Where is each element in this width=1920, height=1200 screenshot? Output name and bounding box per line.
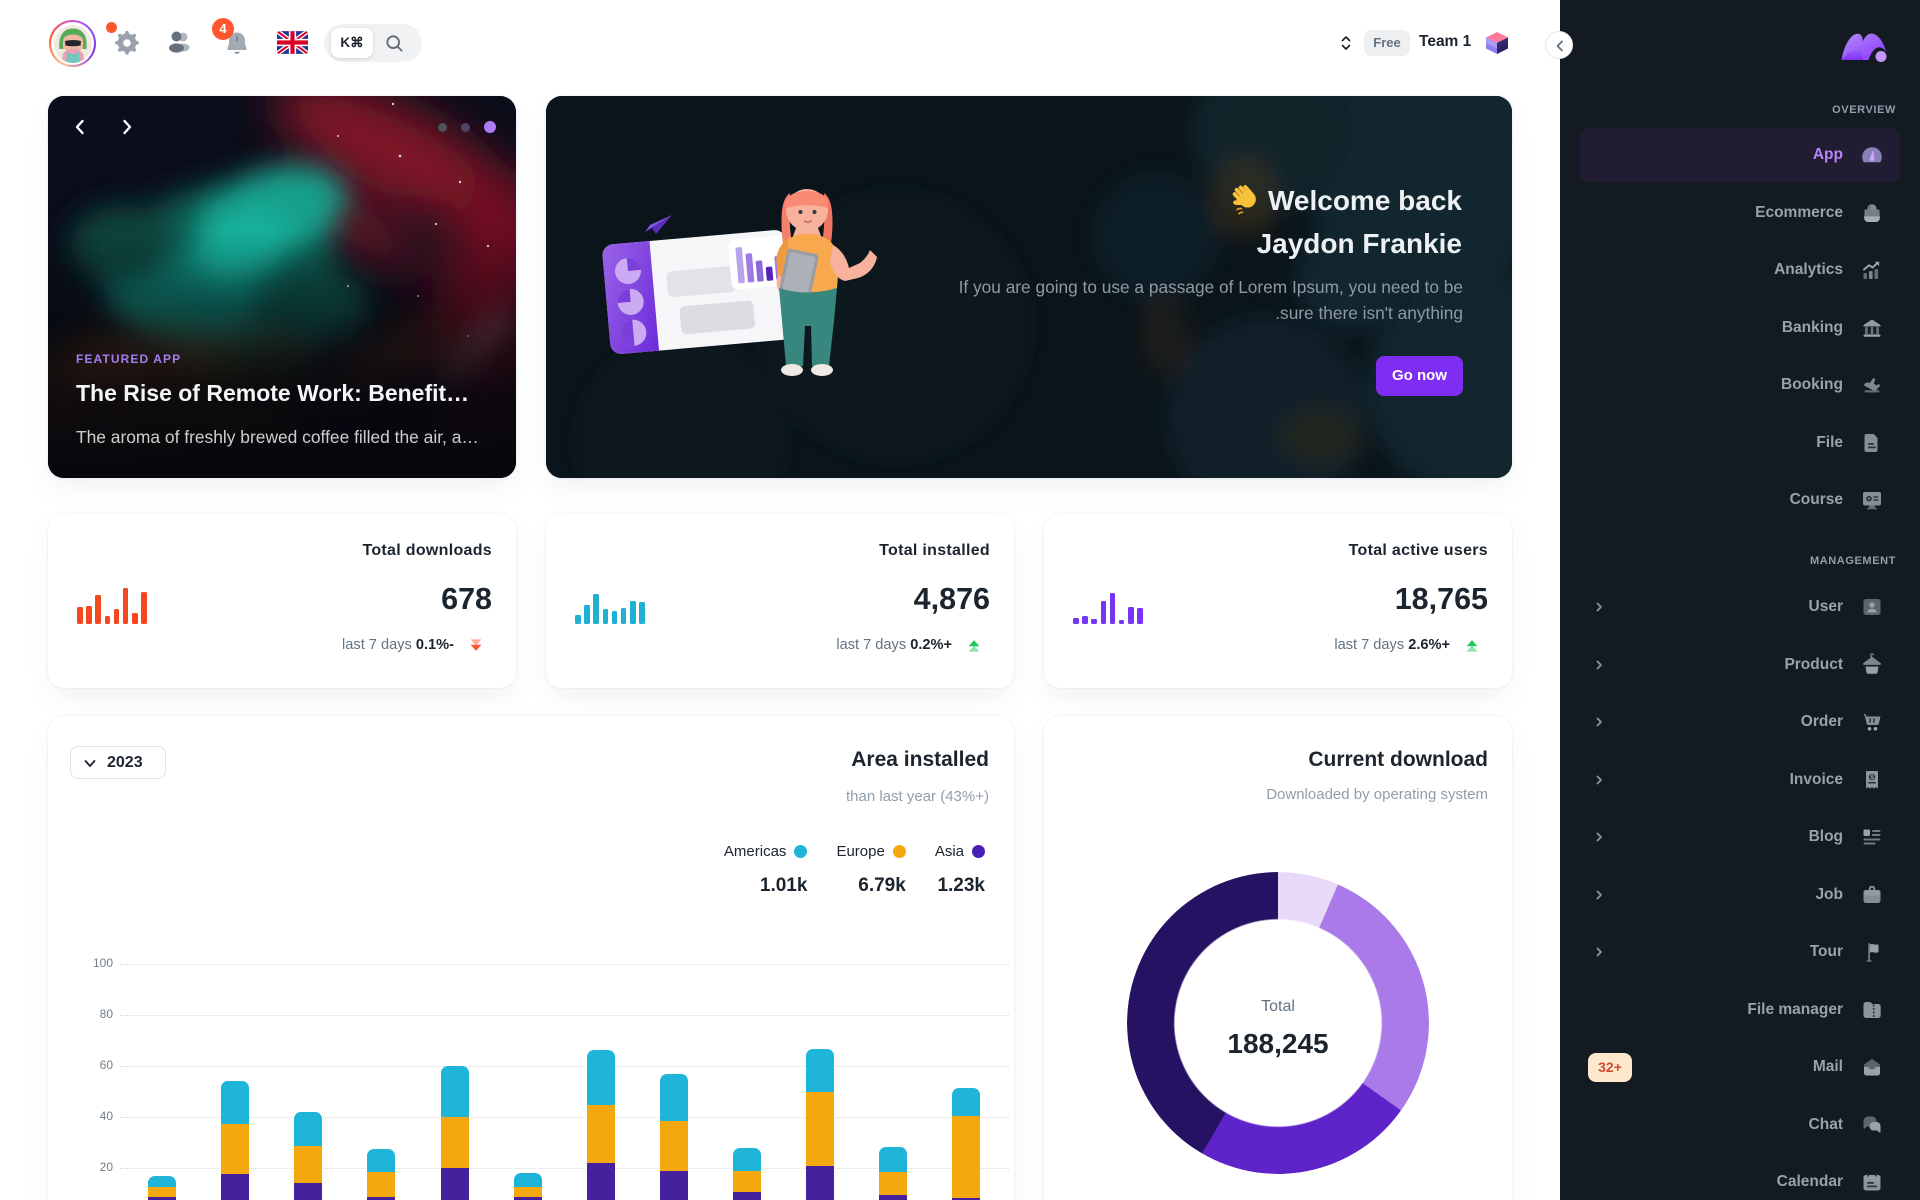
svg-text:$: $ — [1870, 774, 1874, 781]
